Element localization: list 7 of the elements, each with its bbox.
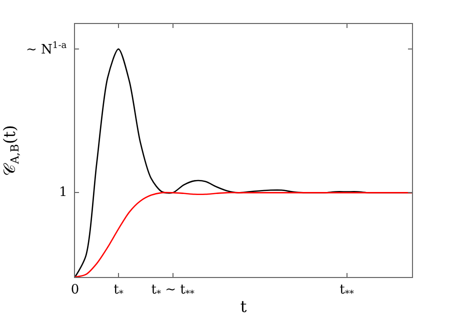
text: 1	[59, 185, 68, 200]
x-axis-title: t	[240, 297, 248, 316]
x-tick-label: 0	[70, 282, 80, 298]
text: ~ N$^{1-a}$	[26, 41, 68, 58]
x-tick-label: t$_{*}$ ~ t$_{**}$	[151, 282, 195, 300]
x-tick-label: t$_{*}$	[114, 282, 124, 300]
x-tick-label: t$_{**}$	[340, 282, 354, 300]
